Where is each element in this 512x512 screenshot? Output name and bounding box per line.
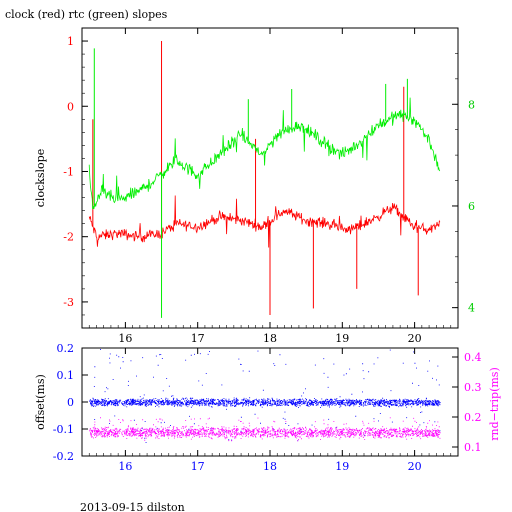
slopes-ytick-label: -3	[63, 296, 74, 309]
slopes-xtick-label: 16	[118, 332, 132, 345]
offset-xtick-label: 19	[335, 460, 349, 473]
offset-xtick-label: 17	[191, 460, 205, 473]
offset-xtick-label: 16	[118, 460, 132, 473]
rnd-trip-points	[89, 417, 441, 442]
slopes-y2tick-label: 8	[468, 98, 475, 111]
slopes-y2tick-label: 6	[468, 200, 475, 213]
offset-chart: 16 17 18 19 20 0.2 0.1 0 -0.1 -0.2 0.4 0.3 0.2 0.1 of…	[34, 342, 501, 473]
slopes-y2tick-label: 4	[468, 302, 475, 315]
slopes-ytick-label: -2	[63, 231, 74, 244]
rndtrip-ytick-label: 0.3	[464, 381, 482, 394]
slopes-ytick-label: 1	[67, 35, 74, 48]
offset-series-layer	[89, 349, 441, 443]
slopes-xtick-label: 19	[335, 332, 349, 345]
rndtrip-ylabel: rnd−trip(ms)	[488, 367, 501, 441]
footer-date-host: 2013-09-15 dilston	[80, 501, 185, 512]
offset-axes: 16 17 18 19 20 0.2 0.1 0 -0.1 -0.2 0.4 0.3 0.2 0.1	[53, 342, 482, 473]
rndtrip-ytick-label: 0.4	[464, 351, 482, 364]
slopes-ytick-label: 0	[67, 100, 74, 113]
slopes-series-layer	[88, 41, 441, 318]
slopes-chart: 16 17 18 19 20 1 0 -1 -2 -3 4 6 8 clockslope	[34, 27, 475, 345]
slopes-xtick-label: 18	[263, 332, 277, 345]
offset-ytick-label: 0.2	[57, 342, 75, 355]
rndtrip-ytick-label: 0.1	[464, 441, 482, 454]
offset-ytick-label: -0.2	[53, 450, 74, 463]
rtc-line	[88, 97, 441, 210]
offset-ytick-label: 0	[67, 396, 74, 409]
slopes-ylabel: clockslope	[34, 149, 47, 207]
offset-xtick-label: 20	[408, 460, 422, 473]
clock-line	[88, 195, 441, 248]
offset-ytick-label: -0.1	[53, 423, 74, 436]
slopes-xtick-label: 17	[191, 332, 205, 345]
chart-title: clock (red) rtc (green) slopes	[5, 8, 168, 21]
offset-ytick-label: 0.1	[57, 369, 75, 382]
slopes-xtick-label: 20	[408, 332, 422, 345]
offset-ylabel: offset(ms)	[34, 374, 47, 430]
rndtrip-ytick-label: 0.2	[464, 411, 482, 424]
slopes-ytick-label: -1	[63, 165, 74, 178]
slopes-axes: 16 17 18 19 20 1 0 -1 -2 -3 4 6 8	[63, 28, 475, 345]
offset-xtick-label: 18	[263, 460, 277, 473]
